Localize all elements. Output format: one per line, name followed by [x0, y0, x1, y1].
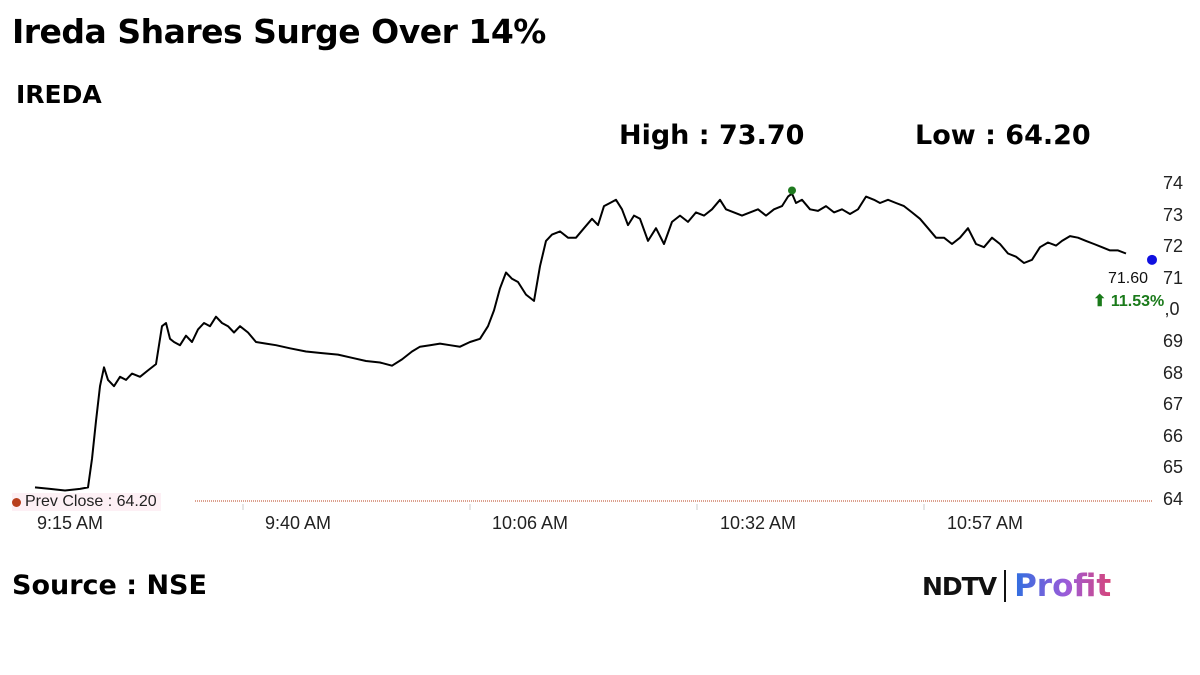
prev-close-label: Prev Close : 64.20 [12, 493, 161, 511]
x-axis-ticks [242, 504, 925, 510]
price-line [34, 192, 1127, 492]
y-tick-label: 72 [1163, 236, 1184, 257]
logo-profit: Profit [1014, 568, 1112, 604]
x-tick-label: 10:06 AM [492, 513, 569, 533]
ndtv-profit-logo: NDTV Profit [922, 566, 1111, 606]
y-tick-label: ,0 [1163, 299, 1180, 320]
y-tick-label: 74 [1163, 173, 1184, 193]
high-marker [788, 186, 796, 195]
source-label: Source : NSE [12, 570, 207, 601]
last-price-label: 71.60 [1108, 270, 1149, 287]
y-tick-label: 67 [1163, 394, 1184, 415]
high-label: High : 73.70 [619, 120, 805, 151]
x-tick-label: 10:32 AM [720, 513, 797, 533]
y-tick-label: 65 [1163, 457, 1184, 478]
prev-close-icon [12, 498, 21, 507]
x-tick-label: 9:40 AM [265, 513, 332, 533]
x-tick-label: 10:57 AM [947, 513, 1024, 533]
logo-ndtv: NDTV [922, 571, 997, 601]
y-tick-label: 69 [1163, 331, 1184, 351]
y-tick-label: 73 [1163, 204, 1184, 225]
chart-title: Ireda Shares Surge Over 14% [12, 12, 546, 51]
logo-divider [1004, 570, 1007, 602]
y-tick-label: 68 [1163, 362, 1184, 383]
chart-subtitle: IREDA [16, 80, 102, 109]
last-price-marker [1147, 254, 1157, 265]
low-label: Low : 64.20 [915, 120, 1091, 151]
change-percent-label: ⬆ 11.53% [1093, 293, 1165, 310]
y-tick-label: 71 [1163, 267, 1184, 288]
y-tick-label: 66 [1163, 425, 1184, 446]
y-tick-label: 64 [1163, 489, 1184, 509]
x-tick-label: 9:15 AM [37, 513, 104, 533]
